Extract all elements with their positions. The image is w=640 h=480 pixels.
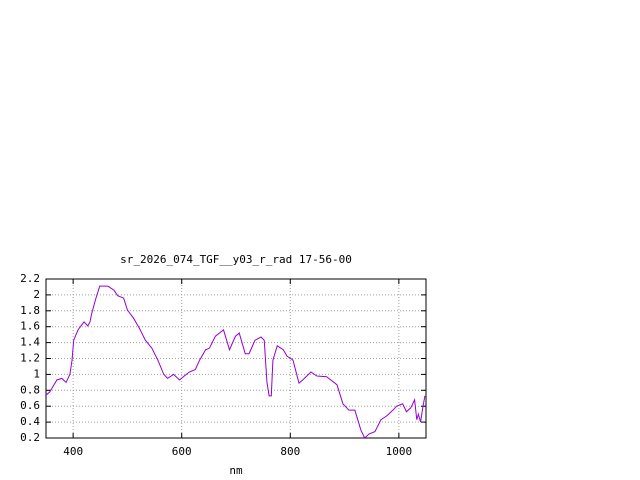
x-tick-label: 1000 [386, 445, 413, 458]
y-tick-label: 1.8 [20, 304, 40, 317]
x-axis-label: nm [229, 464, 243, 477]
x-tick-label: 400 [63, 445, 83, 458]
y-tick-label: 1.4 [20, 336, 40, 349]
y-tick-label: 1.2 [20, 352, 40, 365]
y-tick-label: 0.6 [20, 399, 40, 412]
x-tick-label: 800 [280, 445, 300, 458]
chart-title: sr_2026_074_TGF__y03_r_rad 17-56-00 [120, 253, 352, 266]
y-tick-label: 2 [33, 288, 40, 301]
x-tick-label: 600 [172, 445, 192, 458]
data-line [45, 285, 426, 439]
y-tick-label: 2.2 [20, 272, 40, 285]
y-tick-label: 1 [33, 367, 40, 380]
plot-border [45, 278, 427, 439]
y-tick-label: 0.2 [20, 431, 40, 444]
y-tick-label: 0.8 [20, 383, 40, 396]
y-tick-label: 0.4 [20, 415, 40, 428]
y-tick-label: 1.6 [20, 320, 40, 333]
